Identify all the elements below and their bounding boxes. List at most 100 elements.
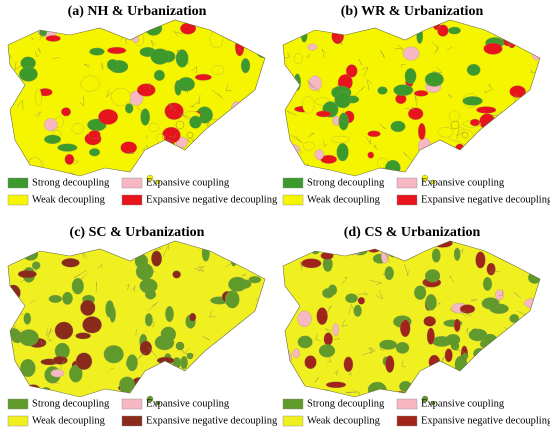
- map-region: [448, 26, 461, 35]
- map-region: [509, 85, 526, 98]
- map-outline: [7, 19, 266, 177]
- map-region: [367, 130, 381, 138]
- legend-label: Strong decoupling: [32, 177, 110, 188]
- map-region: [256, 46, 265, 59]
- county-border: [409, 386, 413, 394]
- county-border: [29, 266, 37, 273]
- map-island: [450, 341, 460, 351]
- county-border: [325, 305, 332, 316]
- county-border: [379, 347, 385, 351]
- county-border: [238, 47, 243, 53]
- county-border: [167, 391, 174, 397]
- map-region: [385, 355, 395, 373]
- map-land: [283, 20, 540, 176]
- legend-label: Expansive coupling: [421, 177, 505, 188]
- legend-label: Expansive negative decoupling: [421, 194, 550, 205]
- map-region: [331, 20, 339, 29]
- county-border: [361, 66, 369, 77]
- map-region: [22, 248, 39, 261]
- map-island: [155, 400, 161, 406]
- county-border: [231, 385, 239, 392]
- map-region: [300, 29, 308, 43]
- legend-swatch: [396, 415, 418, 427]
- county-border: [524, 152, 533, 160]
- map-island: [461, 131, 469, 139]
- map-region: [156, 356, 175, 365]
- map-region: [517, 388, 531, 395]
- map-region: [308, 75, 322, 91]
- map-outline: [282, 19, 541, 177]
- map-region: [207, 359, 218, 372]
- map-region: [209, 376, 222, 388]
- map-region: [202, 132, 215, 149]
- map-island: [430, 179, 436, 185]
- map-region: [334, 91, 352, 109]
- county-border: [132, 285, 136, 293]
- county-border: [314, 376, 320, 383]
- county-border: [162, 244, 169, 257]
- legend-label: Strong decoupling: [307, 177, 385, 188]
- county-border: [454, 159, 462, 172]
- panel-title: (c) SC & Urbanization: [70, 225, 205, 240]
- county-border: [147, 270, 156, 276]
- county-border: [430, 270, 438, 274]
- county-border: [483, 129, 494, 133]
- map-region: [471, 328, 480, 336]
- map-region: [223, 136, 240, 154]
- map-region: [243, 347, 263, 358]
- map-region: [426, 327, 435, 345]
- map-region: [418, 137, 432, 156]
- map-region: [345, 64, 358, 78]
- county-border: [394, 44, 405, 50]
- map-region: [283, 348, 292, 367]
- map-region: [283, 131, 290, 140]
- map-region: [164, 102, 184, 120]
- county-border: [34, 111, 42, 118]
- county-border: [178, 379, 188, 387]
- county-border: [48, 376, 60, 384]
- map-region: [498, 129, 509, 144]
- map-region: [240, 58, 251, 74]
- map-region: [379, 339, 398, 350]
- map-region: [103, 345, 124, 364]
- county-border: [77, 272, 88, 283]
- county-border: [414, 95, 419, 107]
- legend-label: Weak decoupling: [32, 415, 106, 426]
- map-region: [182, 152, 189, 170]
- county-border: [259, 257, 265, 261]
- panel: (a) NH & Urbanization Strong decoupling Ex…: [7, 4, 278, 205]
- county-border: [448, 93, 453, 99]
- map-region: [448, 110, 460, 122]
- county-border: [19, 280, 25, 283]
- county-border: [535, 37, 538, 40]
- county-border: [286, 110, 297, 116]
- map-region: [159, 165, 169, 174]
- county-border: [498, 289, 504, 296]
- map-region: [107, 47, 127, 54]
- map-outline: [7, 240, 266, 398]
- county-border: [339, 117, 347, 125]
- county-border: [255, 311, 261, 320]
- map-region: [153, 69, 165, 81]
- map-region: [222, 376, 238, 394]
- county-border: [148, 82, 151, 90]
- county-border: [291, 80, 295, 89]
- map-region: [531, 324, 540, 334]
- legend-label: Weak decoupling: [307, 194, 381, 205]
- county-border: [51, 171, 62, 175]
- map-region: [323, 332, 333, 346]
- map-region: [177, 381, 186, 389]
- map-region: [481, 297, 500, 310]
- county-border: [178, 357, 185, 362]
- county-border: [483, 244, 489, 252]
- county-border: [283, 91, 284, 102]
- map-region: [31, 261, 41, 270]
- map-region: [235, 38, 245, 57]
- county-border: [151, 40, 156, 48]
- map-region: [331, 28, 344, 44]
- map-island: [175, 341, 185, 351]
- map-region: [404, 68, 417, 85]
- county-border: [446, 46, 453, 51]
- map-region: [62, 291, 73, 305]
